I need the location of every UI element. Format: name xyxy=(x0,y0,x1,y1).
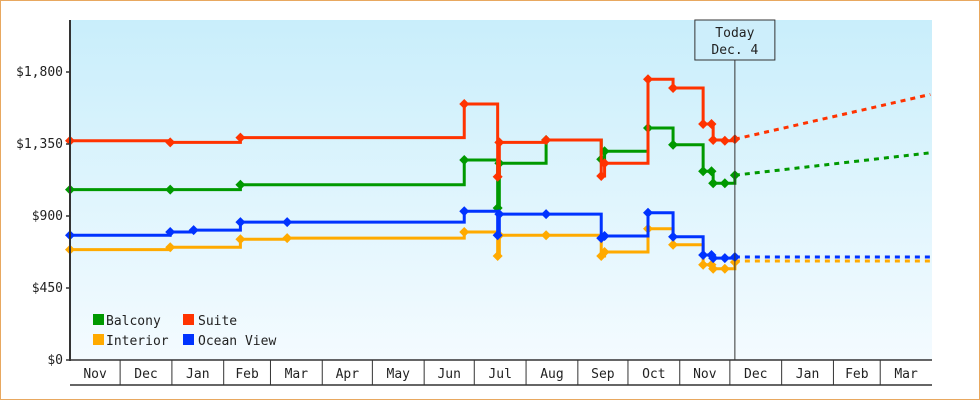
data-point-interior xyxy=(235,234,246,245)
legend-label-ocean-view: Ocean View xyxy=(198,334,276,349)
forecast-line-balcony xyxy=(734,151,931,177)
data-point-ocean-view xyxy=(708,253,719,264)
legend: Balcony Suite Interior Ocean View xyxy=(93,314,276,349)
data-point-balcony xyxy=(698,166,709,177)
series-ocean-view xyxy=(65,206,931,264)
y-tick-label: $0 xyxy=(47,353,63,368)
data-point-suite xyxy=(708,135,719,145)
data-point-interior xyxy=(698,259,709,270)
data-point-interior xyxy=(459,227,470,237)
data-point-suite xyxy=(596,171,607,181)
data-point-ocean-view xyxy=(235,217,246,228)
data-point-ocean-view xyxy=(492,230,503,241)
today-marker: Today Dec. 4 xyxy=(694,19,776,360)
data-point-ocean-view xyxy=(668,231,679,242)
data-point-interior xyxy=(165,242,176,253)
x-tick-label: Dec xyxy=(134,367,157,382)
today-callout xyxy=(694,19,776,61)
x-tick-label: Feb xyxy=(845,367,869,382)
legend-label-suite: Suite xyxy=(198,314,237,329)
data-point-ocean-view xyxy=(698,250,709,261)
series-interior xyxy=(65,223,931,274)
data-point-interior xyxy=(541,230,552,241)
x-tick-label: Nov xyxy=(83,367,107,382)
today-date: Dec. 4 xyxy=(711,43,758,58)
data-point-suite xyxy=(643,74,654,85)
data-point-suite xyxy=(492,171,503,182)
legend-label-interior: Interior xyxy=(106,334,169,349)
x-tick-label: Mar xyxy=(894,367,918,382)
legend-swatch-suite xyxy=(183,314,194,325)
data-point-suite xyxy=(494,137,505,148)
data-point-suite xyxy=(541,135,552,145)
forecast-line-suite xyxy=(734,92,931,141)
data-point-suite xyxy=(706,119,717,129)
x-tick-label: Sep xyxy=(591,367,615,382)
x-tick-label: Jul xyxy=(488,367,511,382)
y-tick-label: $1,350 xyxy=(16,137,63,152)
today-label: Today xyxy=(715,26,754,41)
data-point-ocean-view xyxy=(643,207,654,218)
x-tick-label: Oct xyxy=(642,367,665,382)
data-point-ocean-view xyxy=(599,231,610,241)
data-point-interior xyxy=(282,233,293,244)
legend-swatch-balcony xyxy=(93,314,104,325)
data-point-interior xyxy=(708,263,719,274)
data-point-interior xyxy=(599,247,610,257)
y-tick-label: $450 xyxy=(32,281,63,296)
legend-label-balcony: Balcony xyxy=(106,314,161,329)
x-tick-label: Dec xyxy=(744,367,767,382)
data-point-suite xyxy=(165,137,176,148)
data-point-suite xyxy=(459,99,470,109)
legend-swatch-ocean-view xyxy=(183,334,194,345)
data-point-ocean-view xyxy=(541,209,552,220)
data-point-ocean-view xyxy=(282,217,293,228)
data-point-suite xyxy=(719,135,730,146)
x-tick-label: Jan xyxy=(796,367,819,382)
data-point-suite xyxy=(599,158,610,169)
x-tick-label: Feb xyxy=(235,367,259,382)
data-point-ocean-view xyxy=(459,206,470,217)
data-point-balcony xyxy=(459,155,470,165)
x-tick-label: Jun xyxy=(437,367,460,382)
legend-swatch-interior xyxy=(93,334,104,345)
data-point-balcony xyxy=(719,178,730,189)
x-tick-label: Apr xyxy=(336,367,360,382)
data-point-ocean-view xyxy=(165,227,176,237)
series-suite xyxy=(65,74,931,182)
y-tick-label: $900 xyxy=(32,209,63,224)
data-point-ocean-view xyxy=(494,209,505,220)
data-point-balcony xyxy=(706,166,717,177)
data-point-balcony xyxy=(708,178,719,189)
x-tick-label: Jan xyxy=(186,367,209,382)
data-point-interior xyxy=(719,263,730,274)
x-tick-label: May xyxy=(387,367,411,382)
data-point-balcony xyxy=(668,139,679,150)
x-tick-label: Aug xyxy=(540,367,563,382)
data-point-suite xyxy=(235,132,246,143)
x-tick-label: Nov xyxy=(693,367,717,382)
data-point-interior xyxy=(668,239,679,250)
x-tick-label: Mar xyxy=(285,367,309,382)
data-point-suite xyxy=(668,83,679,93)
y-tick-label: $1,800 xyxy=(16,65,63,80)
data-point-ocean-view xyxy=(188,225,199,236)
data-point-interior xyxy=(492,251,503,261)
data-point-ocean-view xyxy=(719,253,730,264)
data-point-suite xyxy=(698,119,709,129)
data-point-balcony xyxy=(235,179,246,190)
data-point-balcony xyxy=(165,184,176,195)
